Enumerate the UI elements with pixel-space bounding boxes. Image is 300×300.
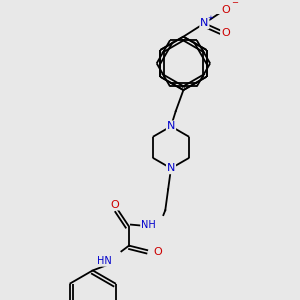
Text: O: O <box>221 5 230 15</box>
Text: −: − <box>231 0 239 7</box>
Text: NH: NH <box>141 220 156 230</box>
Text: HN: HN <box>97 256 112 266</box>
Text: N: N <box>167 121 175 131</box>
Text: +: + <box>207 15 213 21</box>
Text: O: O <box>110 200 119 210</box>
Text: N: N <box>167 163 175 173</box>
Text: O: O <box>221 28 230 38</box>
Text: N: N <box>200 18 208 28</box>
Text: O: O <box>153 247 162 257</box>
